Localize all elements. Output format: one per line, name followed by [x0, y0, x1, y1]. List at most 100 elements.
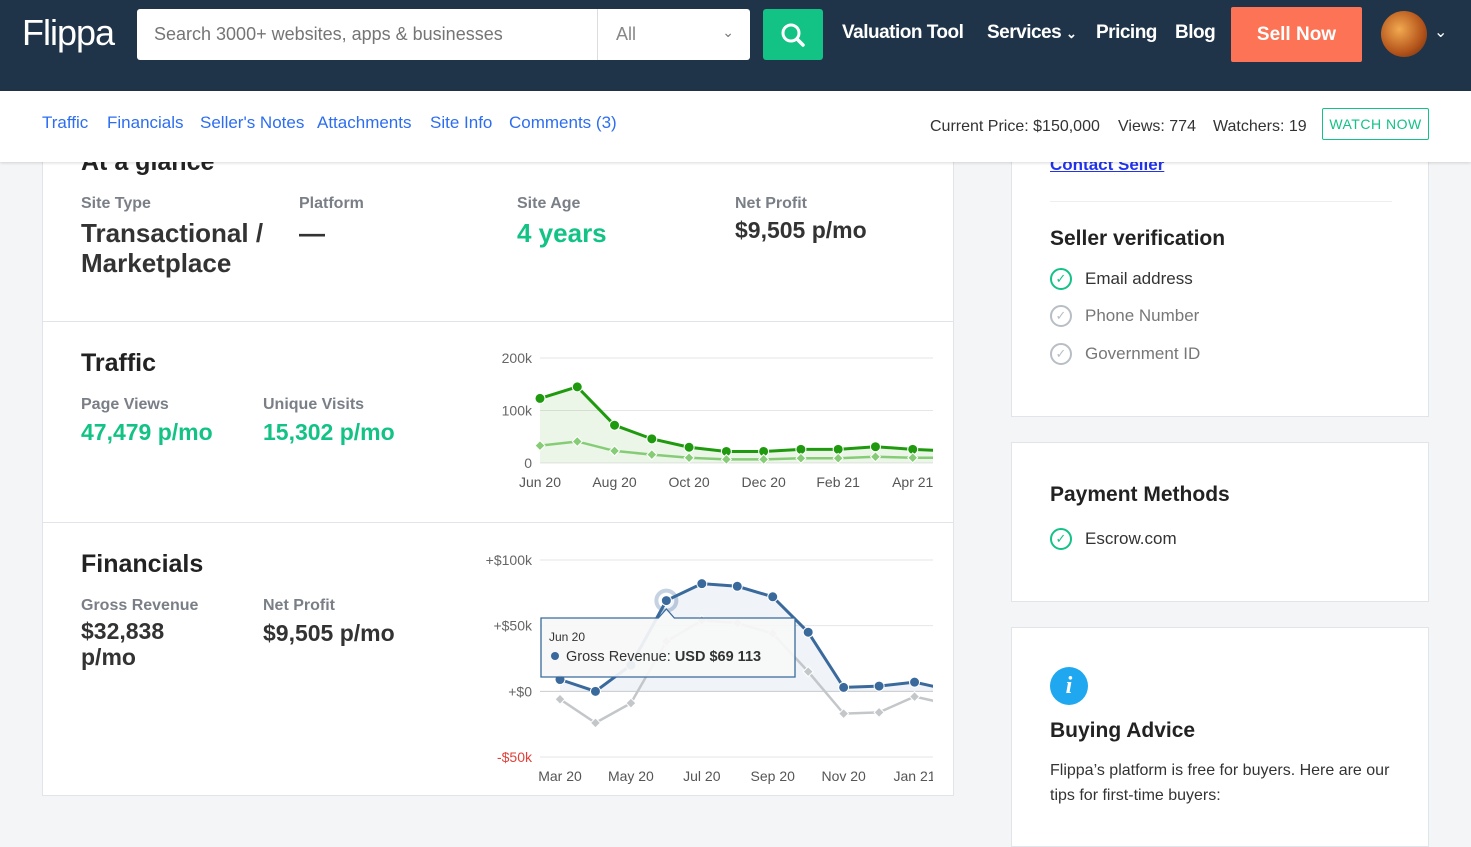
data-point	[869, 451, 882, 463]
nav-services[interactable]: Services ⌄	[987, 22, 1077, 44]
series-line-page-views	[539, 385, 933, 453]
data-point	[534, 392, 546, 404]
verification-government-id: Government ID	[1085, 344, 1201, 363]
category-value: All	[616, 24, 637, 44]
data-point	[625, 697, 637, 709]
data-point	[767, 591, 779, 603]
data-point	[837, 708, 850, 720]
x-tick-label: Jun 20	[519, 474, 561, 490]
search-button[interactable]	[763, 9, 823, 60]
x-tick-label: Apr 21	[892, 474, 933, 490]
net-profit-label: Net Profit	[263, 597, 335, 614]
seller-card: Contact Seller Seller verification ✓ Ema…	[1011, 120, 1429, 417]
tab-traffic[interactable]: Traffic	[42, 113, 89, 132]
x-tick-label: Sep 20	[751, 768, 796, 784]
data-point	[802, 665, 814, 678]
x-tick-label: Mar 20	[538, 768, 582, 784]
search-icon	[781, 23, 805, 47]
page-views-value: 47,479 p/mo	[81, 419, 213, 445]
nav-blog[interactable]: Blog	[1175, 22, 1216, 43]
tooltip-value: USD $69 113	[675, 649, 761, 665]
data-point	[696, 578, 708, 590]
tab-sellers-notes[interactable]: Seller's Notes	[200, 113, 305, 132]
financials-chart[interactable]: -$50k +$0 +$50k +$100k Mar 20 May 20 Jul 20 Sep…	[433, 543, 933, 793]
data-point	[802, 626, 814, 638]
check-circle-icon: ✓	[1050, 305, 1072, 327]
data-point	[838, 681, 850, 693]
chevron-down-icon: ⌄	[722, 24, 734, 40]
check-circle-icon: ✓	[1050, 343, 1072, 365]
nav-services-label: Services	[987, 22, 1062, 43]
traffic-chart[interactable]: 0 100k 200k Jun 20 Aug 20 Oct 20 Dec 20 Feb 21 A…	[433, 342, 933, 502]
check-circle-icon: ✓	[1050, 268, 1072, 290]
flippa-logo[interactable]: Flippa	[22, 12, 115, 53]
data-point	[608, 445, 621, 457]
tab-site-info[interactable]: Site Info	[430, 113, 493, 132]
verification-email: Email address	[1085, 269, 1193, 288]
watchers-count: Watchers: 19	[1213, 118, 1307, 135]
x-tick-label: May 20	[608, 768, 654, 784]
buying-advice-card: i Buying Advice Flippa’s platform is fre…	[1011, 627, 1429, 847]
data-point	[646, 448, 658, 461]
traffic-section: Traffic Page Views 47,479 p/mo Unique Vi…	[43, 321, 954, 490]
tooltip-label: Gross Revenue: USD $69 113	[566, 649, 761, 665]
listing-overview-card: At a glance Site Type Transactional / Ma…	[42, 120, 954, 796]
data-point	[731, 580, 743, 592]
tab-financials[interactable]: Financials	[107, 113, 184, 132]
divider	[1050, 201, 1392, 202]
sell-now-button[interactable]: Sell Now	[1231, 7, 1362, 62]
page-views-label: Page Views	[81, 396, 169, 413]
chevron-down-icon: ⌄	[1065, 26, 1077, 41]
y-tick-label: -$50k	[497, 749, 533, 765]
series-line-unique-visits	[539, 440, 933, 461]
data-point	[609, 419, 621, 431]
data-point	[571, 381, 583, 393]
payment-escrow: Escrow.com	[1085, 529, 1177, 548]
tooltip-date: Jun 20	[549, 630, 585, 644]
series-area	[540, 386, 933, 463]
data-point	[795, 452, 807, 464]
check-circle-icon: ✓	[1050, 528, 1072, 550]
net-profit-label: Net Profit	[735, 195, 807, 212]
search-input[interactable]	[137, 9, 597, 60]
seller-verification-title: Seller verification	[1050, 227, 1226, 250]
x-tick-label: Oct 20	[668, 474, 709, 490]
data-point	[757, 453, 770, 465]
x-tick-label: Dec 20	[741, 474, 786, 490]
site-age-value: 4 years	[517, 218, 607, 248]
x-tick-label: Jan 21	[894, 768, 933, 784]
verification-phone: Phone Number	[1085, 306, 1200, 325]
chart-tooltip: Jun 20 Gross Revenue: USD $69 113	[540, 608, 796, 678]
tab-attachments[interactable]: Attachments	[317, 113, 412, 132]
views-count: Views: 774	[1118, 118, 1196, 135]
y-tick-label: 200k	[502, 350, 533, 366]
nav-valuation-tool[interactable]: Valuation Tool	[842, 22, 964, 43]
nav-pricing[interactable]: Pricing	[1096, 22, 1157, 43]
unique-visits-value: 15,302 p/mo	[263, 419, 395, 445]
financials-title: Financials	[81, 550, 204, 578]
tab-comments[interactable]: Comments (3)	[509, 113, 617, 132]
data-point	[589, 717, 602, 729]
data-point	[534, 440, 546, 452]
top-header: Flippa All ⌄ Valuation Tool Services ⌄ Pr…	[0, 0, 1471, 91]
y-tick-label: 0	[524, 455, 532, 471]
data-point	[589, 685, 601, 697]
data-point	[909, 676, 921, 688]
data-point	[683, 441, 695, 453]
site-type-label: Site Type	[81, 195, 151, 212]
data-point	[660, 595, 672, 607]
info-icon: i	[1050, 667, 1088, 705]
data-point	[907, 452, 919, 464]
watch-now-button[interactable]: WATCH NOW	[1322, 108, 1429, 140]
avatar[interactable]	[1381, 11, 1427, 57]
category-select[interactable]: All ⌄	[597, 9, 750, 60]
data-point	[873, 680, 885, 692]
y-tick-label: +$100k	[486, 552, 533, 568]
y-tick-label: +$50k	[493, 618, 533, 634]
unique-visits-label: Unique Visits	[263, 396, 365, 413]
gross-revenue-label: Gross Revenue	[81, 597, 199, 614]
gross-revenue-value: $32,838 p/mo	[81, 618, 165, 670]
data-point	[683, 452, 695, 464]
net-profit-value: $9,505 p/mo	[263, 620, 395, 646]
chevron-down-icon[interactable]: ⌄	[1434, 24, 1448, 41]
